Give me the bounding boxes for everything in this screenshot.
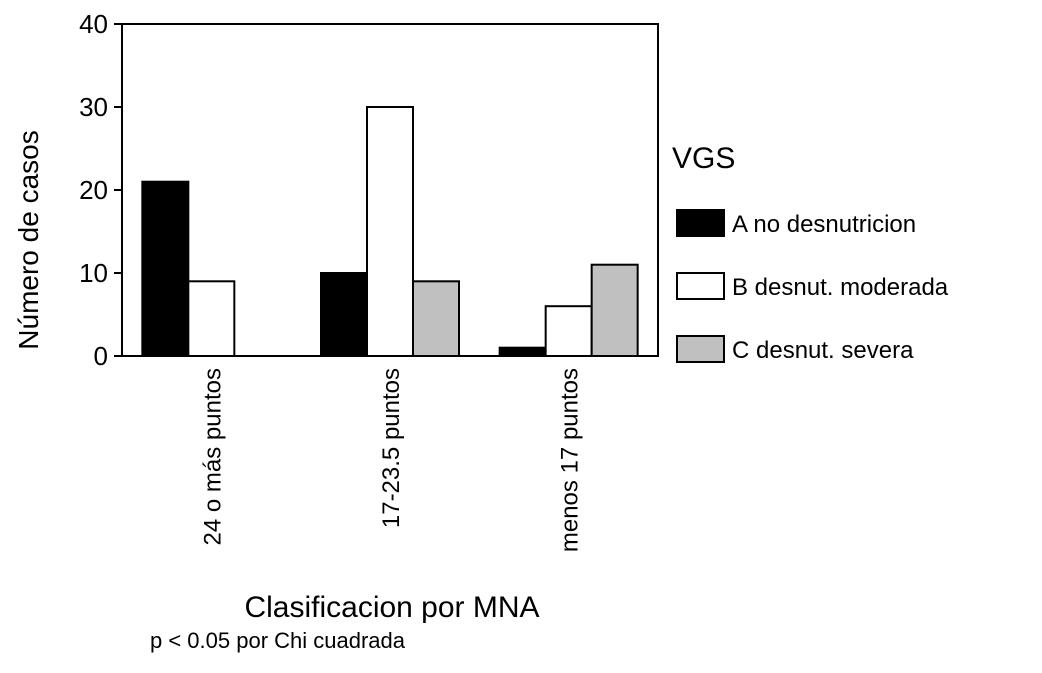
bar-b-2 bbox=[544, 305, 593, 358]
y-axis-label: Número de casos bbox=[13, 130, 44, 349]
legend-label: C desnut. severa bbox=[732, 337, 914, 364]
bar-a-1 bbox=[320, 272, 368, 357]
y-tick-label: 10 bbox=[79, 258, 108, 288]
x-tick-label: menos 17 puntos bbox=[557, 368, 584, 552]
y-tick-label: 0 bbox=[94, 341, 108, 371]
bar-c-2 bbox=[590, 263, 639, 358]
legend-label: B desnut. moderada bbox=[732, 274, 949, 301]
bars bbox=[141, 106, 639, 358]
legend: VGS A no desnutricion B desnut. moderada C… bbox=[672, 142, 949, 364]
legend-swatch bbox=[676, 272, 725, 300]
legend-label: A no desnutricion bbox=[732, 211, 916, 238]
legend-title: VGS bbox=[672, 142, 735, 175]
y-tick-label: 40 bbox=[79, 9, 108, 39]
y-tick-label: 30 bbox=[79, 92, 108, 122]
axes: 0 10 20 30 40 24 o más puntos 17-23.5 puntos me… bbox=[79, 9, 584, 552]
x-axis-label: Clasificacion por MNA bbox=[244, 591, 539, 624]
bar-b-1 bbox=[366, 106, 414, 357]
legend-swatch bbox=[676, 209, 725, 237]
x-tick-label: 24 o más puntos bbox=[199, 368, 226, 545]
y-tick-label: 20 bbox=[79, 175, 108, 205]
x-tick-label: 17-23.5 puntos bbox=[378, 368, 405, 528]
bar-c-1 bbox=[412, 280, 460, 357]
legend-swatch bbox=[676, 335, 725, 363]
bar-b-0 bbox=[187, 280, 236, 357]
footnote: p < 0.05 por Chi cuadrada bbox=[150, 628, 406, 653]
bar-a-0 bbox=[141, 180, 190, 357]
bar-a-2 bbox=[498, 346, 547, 358]
